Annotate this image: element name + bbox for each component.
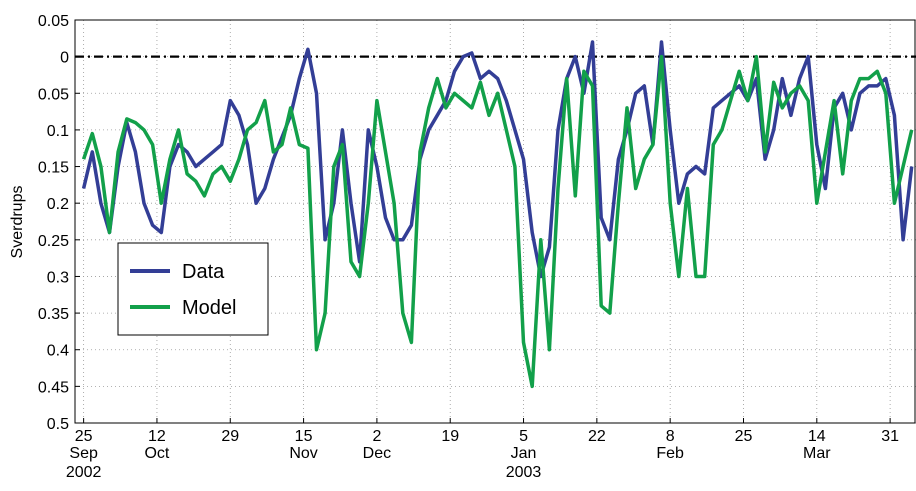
x-tick-label: 29 — [221, 428, 239, 445]
y-tick-label: 0.3 — [47, 269, 69, 286]
x-tick-label: 25 — [75, 428, 93, 445]
x-tick-month: Jan — [511, 445, 537, 462]
x-tick-label: 5 — [519, 428, 528, 445]
x-tick-label: 2 — [372, 428, 381, 445]
y-tick-label: 0 — [60, 50, 69, 67]
y-tick-label: 0.25 — [38, 233, 69, 250]
x-tick-month: Feb — [656, 445, 684, 462]
x-tick-month: Nov — [289, 445, 317, 462]
plot-frame — [74, 19, 916, 424]
x-tick-label: 14 — [808, 428, 826, 445]
x-tick-month: Oct — [144, 445, 169, 462]
y-tick-label: 0.5 — [47, 416, 69, 433]
x-tick-month: Mar — [803, 445, 831, 462]
x-tick-label: 15 — [295, 428, 313, 445]
legend: Data Model — [117, 242, 269, 336]
y-tick-label: 0.35 — [38, 306, 69, 323]
legend-label: Model — [182, 297, 236, 319]
x-tick-month: Dec — [363, 445, 391, 462]
y-tick-label: 0.4 — [47, 343, 69, 360]
y-tick-label: 0.05 — [38, 86, 69, 103]
x-tick-year: 2002 — [66, 464, 102, 481]
x-tick-year: 2003 — [506, 464, 542, 481]
y-tick-label: 0.2 — [47, 196, 69, 213]
x-tick-month: Sep — [69, 445, 98, 462]
data-line — [81, 54, 914, 389]
y-tick-label: 0.45 — [38, 379, 69, 396]
x-tick-label: 25 — [735, 428, 753, 445]
y-tick-label: 0.15 — [38, 160, 69, 177]
legend-label: Data — [182, 261, 225, 283]
x-tick-label: 12 — [148, 428, 166, 445]
y-tick-label: 0.1 — [47, 123, 69, 140]
x-tick-label: 19 — [441, 428, 459, 445]
legend-box — [117, 242, 269, 336]
data-line — [81, 40, 914, 279]
x-tick-label: 31 — [881, 428, 899, 445]
y-tick-label: 0.05 — [38, 13, 69, 30]
y-axis-label: Sverdrups — [9, 186, 26, 259]
x-tick-label: 22 — [588, 428, 606, 445]
x-tick-label: 8 — [666, 428, 675, 445]
